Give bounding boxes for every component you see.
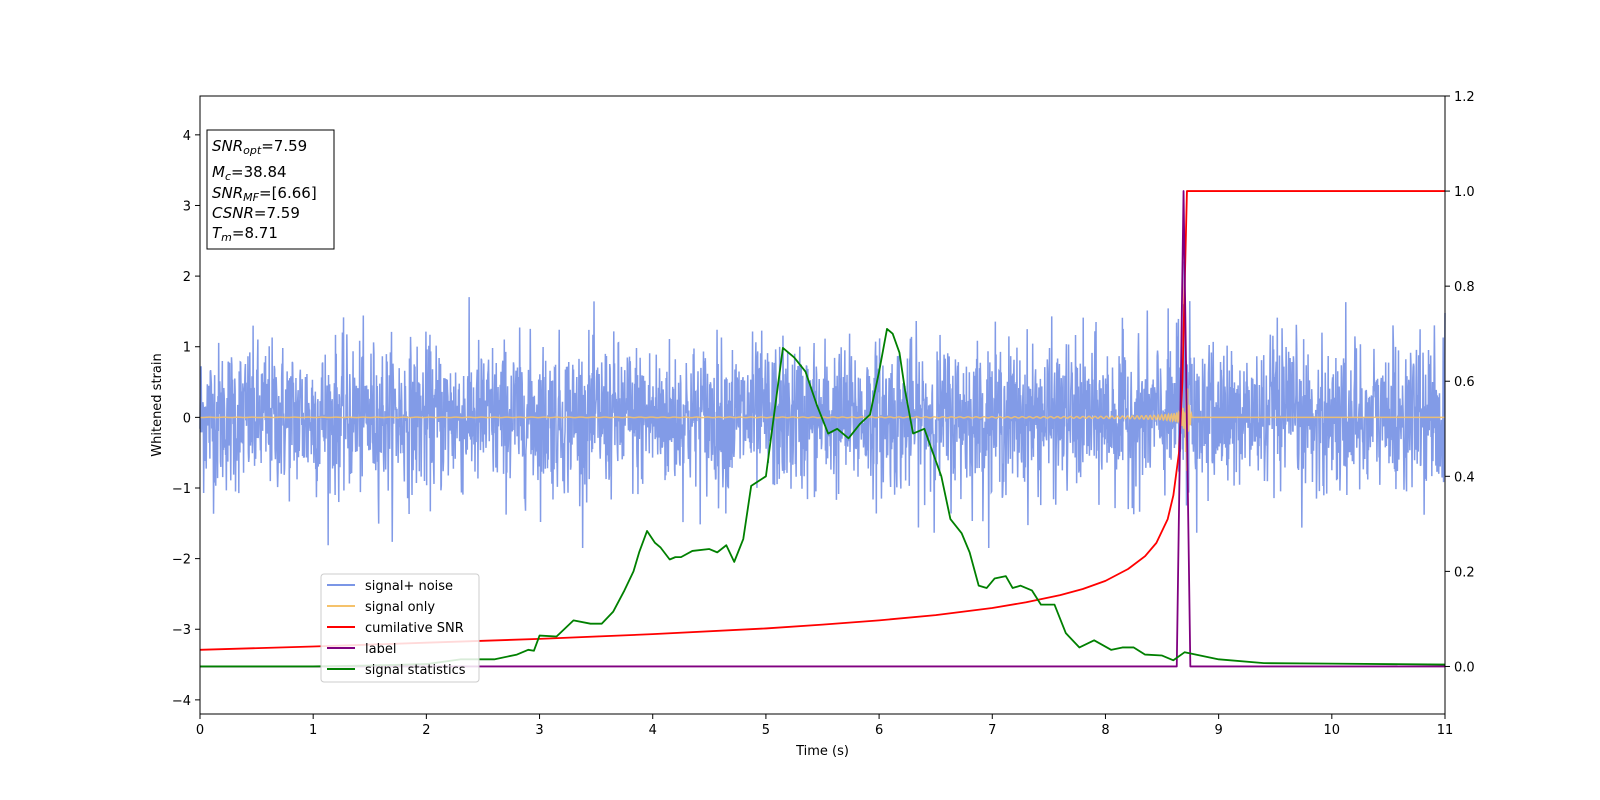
x-tick-label: 1 <box>309 723 317 738</box>
y-tick-label: 4 <box>183 129 191 144</box>
info-csnr: CSNR=7.59 <box>212 204 300 222</box>
y-tick-label: 3 <box>183 199 191 214</box>
legend-label-signal-only: signal only <box>365 600 435 615</box>
info-box-frame <box>206 129 335 250</box>
legend-label-label: label <box>365 642 396 657</box>
y-tick-label: −2 <box>172 553 191 568</box>
info-snr-opt: SNRopt=7.59 <box>212 137 307 157</box>
y-right-tick-label: 0.2 <box>1454 565 1475 580</box>
x-tick-label: 3 <box>535 723 543 738</box>
series-layer <box>199 190 1446 668</box>
x-tick-label: 0 <box>196 723 204 738</box>
legend-label-cumulative-snr: cumilative SNR <box>365 621 464 636</box>
y-right-tick-label: 0.0 <box>1454 660 1475 675</box>
x-tick-label: 7 <box>988 723 996 738</box>
x-tick-label: 9 <box>1214 723 1222 738</box>
x-tick-label: 6 <box>875 723 883 738</box>
legend-label-signal-noise: signal+ noise <box>365 579 453 594</box>
y-tick-label: −4 <box>172 694 191 709</box>
y-tick-label: 0 <box>183 411 191 426</box>
y-tick-label: −3 <box>172 623 191 638</box>
y-right-tick-label: 1.2 <box>1454 90 1475 105</box>
legend: signal+ noise signal only cumilative SNR… <box>320 573 480 683</box>
y-axis-label: Whitened strain <box>150 353 165 456</box>
series-signal-noise <box>199 261 1446 549</box>
info-box: SNRopt=7.59 Mc=38.84 SNRMF=[6.66] CSNR=7… <box>206 129 335 250</box>
series-label <box>200 190 1445 668</box>
y-right-tick-label: 0.6 <box>1454 375 1475 390</box>
plot-frame <box>199 95 1446 715</box>
series-signal-statistics <box>200 328 1446 668</box>
legend-frame <box>320 573 480 683</box>
y-right-tick-label: 0.4 <box>1454 470 1475 485</box>
x-axis-label: Time (s) <box>795 744 849 759</box>
info-tm: Tm=8.71 <box>212 224 278 244</box>
x-tick-label: 8 <box>1101 723 1109 738</box>
y-tick-label: −1 <box>172 482 191 497</box>
y-right-tick-label: 1.0 <box>1454 185 1475 200</box>
info-snr-mf: SNRMF=[6.66] <box>212 184 317 204</box>
legend-label-signal-statistics: signal statistics <box>365 663 466 678</box>
x-tick-label: 4 <box>649 723 657 738</box>
y-right-tick-label: 0.8 <box>1454 280 1475 295</box>
x-tick-label: 10 <box>1324 723 1341 738</box>
y-tick-label: 2 <box>183 270 191 285</box>
x-tick-label: 11 <box>1437 723 1454 738</box>
x-tick-label: 5 <box>762 723 770 738</box>
info-mc: Mc=38.84 <box>212 163 287 183</box>
x-tick-label: 2 <box>422 723 430 738</box>
ticks-layer: 0 1 2 3 4 5 6 7 8 9 10 11 −4 −3 −2 −1 0 1 2 3 4 0.0 0.2 0.4 0.6 0… <box>172 90 1475 738</box>
y-tick-label: 1 <box>183 341 191 356</box>
